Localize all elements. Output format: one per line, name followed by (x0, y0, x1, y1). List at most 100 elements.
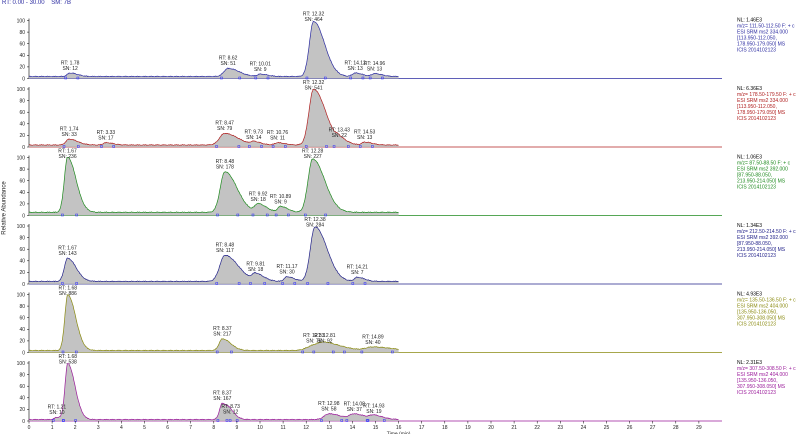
peak-label-rt: RT: 9.92 (249, 191, 268, 197)
integration-marker (220, 76, 223, 80)
integration-marker (391, 350, 394, 354)
peak-label-rt: RT: 12.38 (304, 217, 326, 223)
integration-marker (366, 419, 370, 422)
y-tick-label: 20 (19, 65, 25, 71)
integration-marker (347, 145, 350, 148)
peak-label-rt: RT: 8.48 (216, 243, 235, 249)
smoothing-text: SM: 7B (51, 0, 71, 6)
peak-label-rt: RT: 14.12 (345, 60, 367, 66)
integration-marker (281, 282, 284, 285)
y-tick-label: 0 (22, 145, 25, 151)
peak-label-rt: RT: 12.33 (303, 333, 325, 339)
x-tick-label: 10 (257, 425, 263, 431)
integration-marker (236, 213, 240, 217)
peak-label-sn: SN: 217 (213, 332, 231, 338)
peak-label-sn: SN: 13 (357, 135, 373, 141)
trace-info-line: [113.950-112.050, (737, 36, 777, 42)
integration-marker (260, 145, 263, 148)
integration-marker (215, 282, 219, 285)
trace-info-line: NL: 1.34E3 (737, 223, 762, 229)
peak-label-sn: SN: 13 (348, 66, 364, 72)
trace-info-line: m/z= 212.50-214.50 F: + c (737, 229, 796, 235)
peak-label-rt: RT: 1.68 (59, 354, 78, 360)
trace-info-line: NL: 4.93E3 (737, 292, 762, 298)
trace-line (28, 88, 399, 146)
x-tick-label: 26 (627, 425, 633, 431)
x-tick-label: 15 (373, 425, 379, 431)
trace-info-line: m/z= 111.50-112.50 F: + c (737, 24, 795, 30)
y-tick-label: 60 (19, 247, 25, 253)
integration-marker (305, 76, 309, 80)
integration-marker (360, 350, 364, 354)
integration-marker (238, 76, 242, 80)
trace-info-line: 178.950-179.050] MS (737, 110, 786, 116)
trace-info-line: [113.950-112.050, (737, 104, 777, 110)
integration-marker (345, 419, 349, 422)
x-tick-label: 18 (442, 425, 448, 431)
y-tick-label: 40 (19, 327, 25, 333)
rt-range-text: RT: 0.00 - 30.00 (2, 0, 45, 6)
y-tick-label: 40 (19, 396, 25, 402)
integration-marker (225, 419, 229, 422)
peak-label-sn: SN: 541 (305, 86, 323, 92)
x-tick-label: 25 (604, 425, 610, 431)
peak-label-rt: RT: 1.67 (58, 245, 77, 251)
integration-marker (215, 145, 218, 148)
trace-info-line: 178.950-179.050] MS (737, 42, 786, 48)
x-tick-label: 9 (236, 425, 239, 431)
peak-label-rt: RT: 8.47 (215, 121, 234, 127)
trace-info-line: m/z= 307.50-308.50 F: + c (737, 366, 796, 372)
peak-label-rt: RT: 14.93 (363, 403, 385, 409)
integration-marker (61, 282, 64, 285)
integration-marker (304, 145, 308, 148)
peak-label-sn: SN: 538 (59, 360, 77, 366)
y-tick-label: 100 (17, 224, 26, 230)
peak-label-rt: RT: 12.98 (318, 401, 340, 407)
integration-marker (248, 145, 251, 148)
integration-marker (382, 419, 386, 422)
peak-label-sn: SN: 178 (216, 165, 234, 171)
y-tick-label: 20 (19, 202, 25, 208)
peak-label-rt: RT: 14.96 (364, 61, 386, 67)
integration-marker (215, 350, 219, 354)
integration-marker (263, 282, 266, 285)
x-tick-label: 11 (280, 425, 285, 431)
y-tick-label: 0 (22, 282, 25, 288)
y-tick-label: 0 (22, 419, 25, 425)
peak-label-rt: RT: 1.67 (58, 149, 77, 155)
peak-label-sn: SN: 14 (246, 135, 262, 141)
x-tick-label: 21 (511, 425, 517, 431)
trace-fill (29, 89, 399, 147)
integration-marker (237, 145, 241, 148)
y-tick-label: 20 (19, 407, 25, 413)
trace-fill (29, 157, 399, 216)
peak-label-sn: SN: 18 (248, 267, 264, 273)
y-tick-label: 0 (22, 76, 25, 82)
trace-line (28, 294, 399, 352)
x-tick-label: 0 (28, 425, 31, 431)
peak-label-rt: RT: 8.62 (219, 56, 238, 62)
trace-info-line: ESI SRM ms2 392.000 (737, 235, 788, 241)
x-tick-label: 16 (396, 425, 402, 431)
integration-marker (326, 282, 330, 285)
y-tick-label: 40 (19, 190, 25, 196)
integration-marker (320, 419, 323, 422)
peak-label-rt: RT: 12.32 (303, 80, 325, 86)
peak-label-sn: SN: 284 (306, 223, 324, 229)
peak-label-rt: RT: 10.01 (250, 61, 272, 67)
integration-marker (306, 282, 309, 285)
trace-info-line: ESI SRM ms2 334.000 (737, 30, 788, 36)
peak-label-sn: SN: 92 (317, 339, 333, 345)
peak-label-sn: SN: 12 (223, 409, 239, 415)
integration-marker (361, 76, 365, 80)
y-tick-label: 20 (19, 270, 25, 276)
peak-label-sn: SN: 22 (332, 133, 348, 139)
x-tick-label: 4 (120, 425, 123, 431)
integration-marker (228, 419, 232, 422)
peak-label-sn: SN: 227 (304, 154, 322, 160)
y-tick-label: 40 (19, 53, 25, 59)
trace-fill (29, 363, 399, 421)
trace-info-line: NL: 2.31E3 (737, 360, 762, 366)
integration-marker (249, 282, 252, 285)
